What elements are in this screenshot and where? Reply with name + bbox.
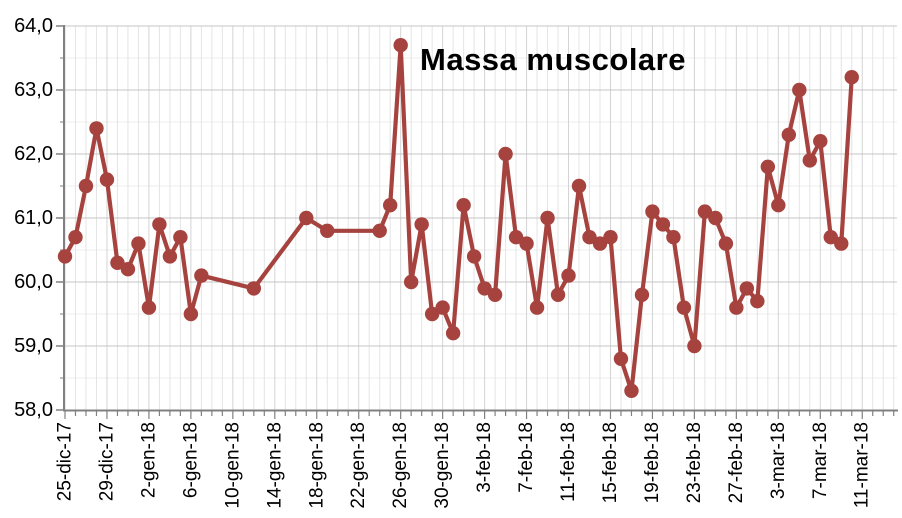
x-axis-date-label: 15-feb-18: [600, 422, 621, 503]
data-point: [194, 268, 209, 283]
data-point: [771, 198, 786, 213]
data-point: [89, 121, 104, 136]
x-axis-date-label: 25-dic-17: [55, 422, 76, 501]
x-axis-date-label: 18-gen-18: [306, 422, 327, 509]
x-axis-date-label: 27-feb-18: [726, 422, 747, 503]
data-point: [697, 204, 713, 219]
data-point: [655, 217, 671, 232]
x-axis-date-label: 7-mar-18: [810, 422, 831, 499]
data-point: [173, 230, 188, 245]
x-axis-date-label: 22-gen-18: [348, 422, 369, 509]
data-point: [739, 281, 755, 296]
data-point: [382, 198, 398, 213]
data-point: [320, 223, 335, 238]
data-point: [110, 255, 125, 270]
data-point: [750, 294, 765, 309]
x-axis-date-label: 3-mar-18: [768, 422, 789, 499]
data-point: [162, 249, 178, 264]
data-point: [477, 281, 492, 296]
data-point: [676, 300, 692, 315]
data-point: [792, 82, 807, 98]
data-point: [519, 236, 534, 251]
data-point: [708, 210, 723, 226]
data-point: [529, 300, 545, 315]
data-point: [68, 230, 83, 245]
data-point: [466, 249, 482, 264]
x-axis-date-label: 3-feb-18: [474, 422, 495, 493]
data-point: [456, 198, 471, 213]
data-point: [403, 274, 419, 290]
chart-title: Massa muscolare: [420, 42, 686, 77]
y-axis-label: 64,0: [14, 15, 53, 37]
x-axis-date-label: 26-gen-18: [390, 422, 411, 509]
data-point: [540, 210, 555, 226]
data-point: [120, 262, 136, 277]
data-point: [424, 306, 440, 322]
x-axis-date-label: 11-mar-18: [852, 422, 873, 508]
y-axis-label: 61,0: [14, 207, 53, 229]
data-point: [246, 281, 262, 296]
data-point: [813, 134, 828, 149]
data-point: [718, 236, 734, 251]
data-point: [78, 178, 94, 194]
data-point: [823, 230, 838, 245]
data-point: [487, 287, 503, 302]
data-point: [99, 172, 115, 187]
data-point: [299, 210, 314, 226]
x-axis-date-label: 10-gen-18: [222, 422, 243, 509]
x-axis-date-label: 2-gen-18: [138, 422, 159, 498]
data-point: [435, 300, 450, 315]
data-point: [582, 230, 597, 245]
data-point: [183, 306, 199, 322]
data-point: [603, 230, 618, 245]
x-axis-date-label: 29-dic-17: [96, 422, 117, 501]
data-point: [131, 236, 146, 251]
data-point: [550, 287, 566, 302]
y-axis-label: 63,0: [14, 79, 53, 101]
data-point: [844, 70, 859, 85]
data-point: [613, 351, 629, 366]
y-axis-label: 60,0: [14, 271, 53, 293]
data-point: [834, 236, 849, 251]
x-axis-date-label: 11-feb-18: [558, 422, 579, 502]
data-point: [729, 300, 744, 315]
data-point: [634, 287, 650, 302]
data-point: [687, 338, 702, 354]
y-axis-label: 62,0: [14, 143, 53, 165]
data-point: [445, 326, 461, 341]
data-point: [802, 153, 817, 168]
x-axis-date-label: 7-feb-18: [516, 422, 537, 493]
y-axis-label: 58,0: [14, 399, 53, 421]
data-point: [571, 178, 587, 194]
data-point: [781, 127, 797, 142]
data-point: [561, 268, 576, 283]
data-point: [666, 230, 681, 245]
data-point: [57, 249, 73, 264]
data-point: [414, 217, 429, 232]
x-axis-date-label: 23-feb-18: [684, 422, 705, 503]
data-point: [624, 383, 639, 398]
data-point: [372, 223, 387, 238]
data-point: [498, 146, 513, 162]
x-axis-date-label: 6-gen-18: [180, 422, 201, 498]
data-point: [152, 217, 167, 232]
x-axis-date-label: 14-gen-18: [264, 422, 285, 509]
data-point: [393, 38, 408, 53]
x-axis-date-label: 19-feb-18: [642, 422, 663, 503]
x-axis-date-label: 30-gen-18: [432, 422, 453, 509]
data-point: [141, 300, 157, 315]
data-point: [645, 204, 660, 219]
data-point: [760, 159, 776, 174]
data-point: [508, 230, 524, 245]
data-point: [592, 236, 608, 251]
y-axis-label: 59,0: [14, 335, 53, 357]
